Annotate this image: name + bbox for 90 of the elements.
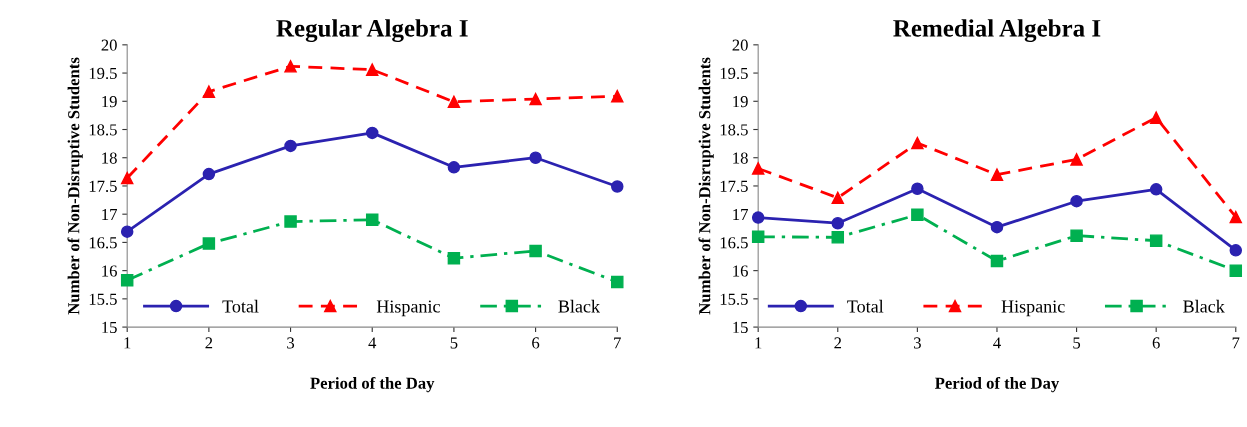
- point: [365, 126, 379, 140]
- y-tick-label: 20: [101, 39, 117, 51]
- y-tick-label: 17: [102, 208, 117, 220]
- y-axis-title: Number of Non-Disruptive Students: [698, 57, 714, 315]
- y-tick-label: 16.5: [89, 237, 117, 249]
- y-tick-label: 16.5: [720, 237, 748, 249]
- point: [447, 251, 461, 265]
- y-tick-label: 15.5: [720, 293, 748, 305]
- point: [284, 139, 297, 153]
- point: [1070, 153, 1083, 166]
- legend-label: Black: [1183, 299, 1225, 313]
- point: [529, 244, 542, 258]
- chart-title: Regular Algebra I: [276, 19, 468, 43]
- point: [611, 89, 624, 103]
- y-tick-label: 17: [733, 208, 748, 220]
- y-tick-label: 19: [102, 96, 117, 108]
- x-tick-label: 5: [1073, 337, 1081, 349]
- y-tick-label: 17.5: [720, 180, 748, 192]
- point: [831, 231, 845, 244]
- y-tick-label: 19.5: [89, 67, 117, 80]
- point: [120, 171, 134, 185]
- y-tick-label: 19.5: [720, 67, 748, 80]
- y-tick-label: 16: [733, 265, 748, 277]
- x-tick-label: 3: [914, 337, 921, 349]
- point: [1229, 264, 1243, 277]
- point: [990, 220, 1004, 234]
- y-tick-label: 16: [102, 265, 117, 277]
- x-tick-label: 4: [368, 337, 377, 349]
- point: [990, 254, 1004, 268]
- point: [831, 191, 845, 205]
- point: [1070, 194, 1083, 208]
- legend-label: Hispanic: [376, 300, 440, 317]
- point: [831, 216, 845, 230]
- point: [365, 63, 379, 76]
- point: [202, 237, 216, 250]
- legend-label: Total: [847, 299, 884, 313]
- x-tick-label: 2: [834, 337, 842, 349]
- point: [529, 92, 542, 106]
- x-axis-title: Period of the Day: [935, 376, 1060, 393]
- x-tick-label: 5: [450, 337, 458, 349]
- chart-title: Remedial Algebra I: [893, 19, 1101, 43]
- point: [365, 213, 379, 227]
- x-tick-label: 6: [532, 337, 540, 349]
- y-tick-label: 15: [102, 321, 117, 334]
- point: [911, 208, 924, 221]
- point: [751, 211, 765, 224]
- point: [611, 180, 624, 193]
- point: [911, 182, 924, 196]
- point: [120, 225, 134, 238]
- x-tick-label: 3: [287, 337, 295, 349]
- y-tick-label: 18: [733, 152, 748, 164]
- point: [611, 275, 624, 289]
- legend-label: Total: [222, 299, 259, 313]
- x-tick-label: 1: [755, 337, 762, 349]
- x-tick-label: 7: [1232, 337, 1240, 349]
- y-axis-title: Number of Non-Disruptive Students: [67, 57, 83, 315]
- x-axis-title: Period of the Day: [310, 376, 435, 393]
- point: [1149, 183, 1163, 196]
- x-tick-label: 2: [205, 337, 213, 349]
- x-tick-label: 4: [993, 337, 1001, 349]
- point: [1229, 210, 1243, 224]
- y-tick-label: 18.5: [720, 124, 748, 136]
- point: [1149, 111, 1163, 124]
- legend-label: Hispanic: [1001, 300, 1065, 317]
- legend-label: Black: [558, 299, 600, 313]
- point: [447, 161, 461, 174]
- x-tick-label: 6: [1152, 337, 1160, 349]
- point: [990, 168, 1004, 181]
- point: [751, 230, 765, 244]
- y-tick-label: 20: [732, 39, 748, 51]
- x-tick-label: 7: [614, 337, 621, 349]
- y-tick-label: 15: [733, 321, 748, 334]
- y-tick-label: 19: [733, 96, 748, 108]
- point: [284, 215, 297, 228]
- point: [1149, 234, 1163, 247]
- point: [1070, 229, 1083, 242]
- y-tick-label: 15.5: [89, 293, 117, 305]
- y-tick-label: 17.5: [89, 180, 117, 192]
- point: [447, 95, 461, 109]
- point: [751, 162, 765, 175]
- point: [529, 151, 542, 164]
- y-tick-label: 18: [102, 152, 117, 164]
- point: [284, 60, 297, 73]
- point: [1229, 244, 1243, 257]
- y-tick-label: 18.5: [89, 124, 117, 136]
- x-tick-label: 1: [124, 337, 131, 349]
- point: [120, 273, 134, 287]
- point: [202, 85, 216, 98]
- point: [202, 167, 216, 181]
- point: [911, 136, 924, 150]
